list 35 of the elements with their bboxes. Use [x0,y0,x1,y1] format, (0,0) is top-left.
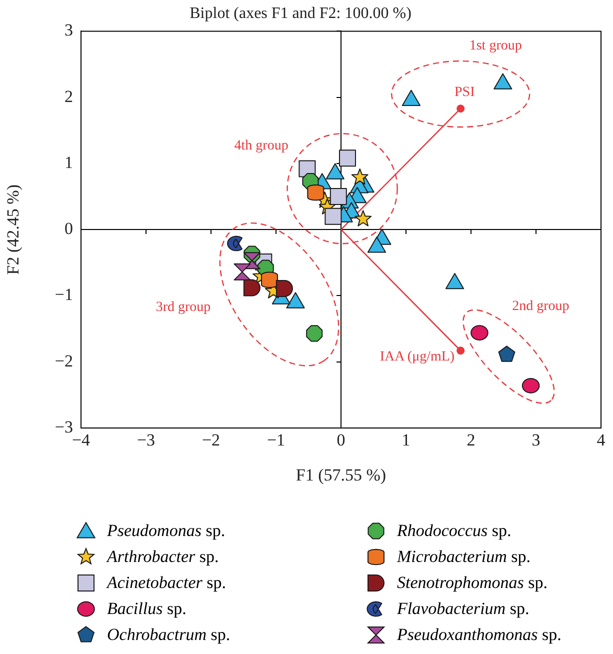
annotation: 4th group [234,138,288,154]
x-tick-label: −1 [266,430,286,450]
x-tick-label: 0 [336,430,346,450]
y-tick-label: −3 [54,417,73,436]
legend-label: Rhodococcus sp. [397,521,512,541]
x-tick-label: 2 [466,430,476,450]
annotation: 3rd group [156,300,211,316]
annotation: 1st group [469,38,522,54]
annotation: 2nd group [512,299,570,314]
legend-label: Pseudoxanthomonas sp. [397,625,562,645]
x-tick-label: 4 [596,430,606,450]
legend-label: Pseudomonas sp. [107,521,226,541]
chart-title: Biplot (axes F1 and F2: 100.00 %) [190,4,412,22]
legend-label: Microbacterium sp. [397,547,530,567]
x-tick-label: −3 [136,430,156,450]
y-tick-label: 0 [64,219,73,238]
series-label: IAA (μg/mL) [380,349,455,364]
legend-label: Ochrobactrum sp. [107,625,230,645]
legend-label: Arthrobacter sp. [107,547,219,567]
y-tick-label: 1 [64,152,73,172]
y-tick-label: −1 [54,285,73,304]
y-axis-title: F2 (42.45 %) [4,184,23,275]
legend-label: Acinetobacter sp. [107,573,226,593]
x-tick-label: 3 [532,430,540,450]
x-tick-label: −4 [72,430,91,450]
x-tick-label: 1 [402,430,410,450]
y-tick-label: −2 [54,351,73,370]
legend-label: Flavobacterium sp. [397,599,530,619]
legend-label: Stenotrophomonas sp. [397,573,548,593]
series-label: PSI [454,85,476,100]
legend-label: Bacillus sp. [107,599,186,619]
y-tick-label: 3 [64,20,73,40]
x-tick-label: −2 [202,430,220,450]
y-tick-label: 2 [64,86,73,106]
x-axis-title: F1 (57.55 %) [296,465,386,484]
